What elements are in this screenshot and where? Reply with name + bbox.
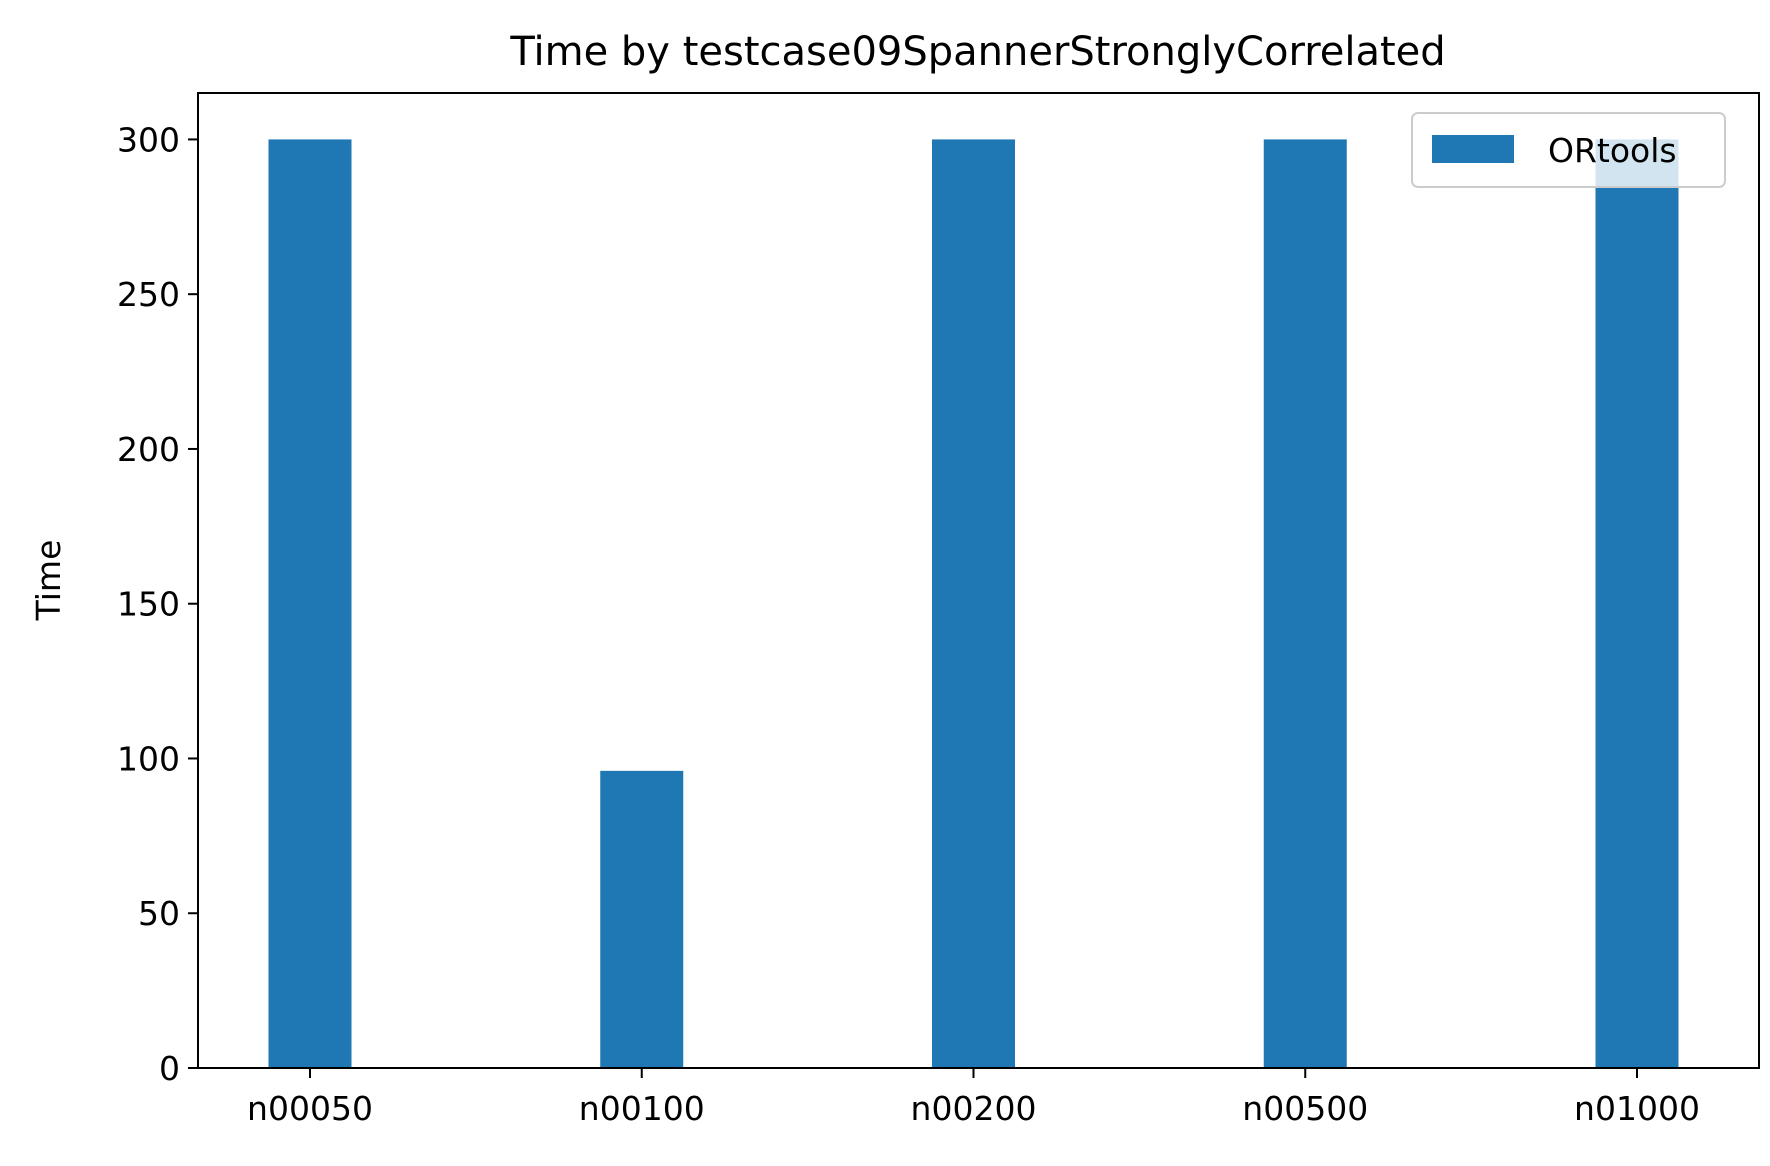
bar-n00050 — [268, 139, 352, 1068]
bar-n00500 — [1263, 139, 1347, 1068]
y-tick-label: 0 — [159, 1049, 180, 1088]
y-axis-ticks: 0 50 100 150 200 250 300 — [117, 120, 198, 1088]
y-tick-label: 300 — [117, 120, 180, 159]
legend-swatch — [1432, 135, 1514, 163]
x-tick-label-n01000: n01000 — [1574, 1089, 1700, 1128]
x-axis-ticks: n00050 n00100 n00200 n00500 n01000 — [247, 1068, 1700, 1128]
bar-n00100 — [600, 770, 684, 1068]
y-tick-label: 50 — [138, 894, 180, 933]
y-tick-label: 200 — [117, 430, 180, 469]
x-tick-label-n00200: n00200 — [911, 1089, 1037, 1128]
y-tick-label: 250 — [117, 275, 180, 314]
y-axis-label: Time — [29, 540, 68, 622]
plot-area-frame — [197, 92, 1760, 1069]
bar-n01000 — [1595, 139, 1679, 1068]
legend: ORtools — [1411, 112, 1726, 188]
legend-frame — [1411, 112, 1726, 188]
legend-label: ORtools — [1548, 131, 1677, 170]
x-tick-label-n00050: n00050 — [247, 1089, 373, 1128]
y-tick-label: 150 — [117, 585, 180, 624]
x-tick-label-n00100: n00100 — [579, 1089, 705, 1128]
bars-group — [268, 139, 1679, 1068]
y-tick-label: 100 — [117, 739, 180, 778]
bar-n00200 — [932, 139, 1015, 1068]
x-tick-label-n00500: n00500 — [1242, 1089, 1368, 1128]
chart-title: Time by testcase09SpannerStronglyCorrela… — [509, 29, 1445, 75]
